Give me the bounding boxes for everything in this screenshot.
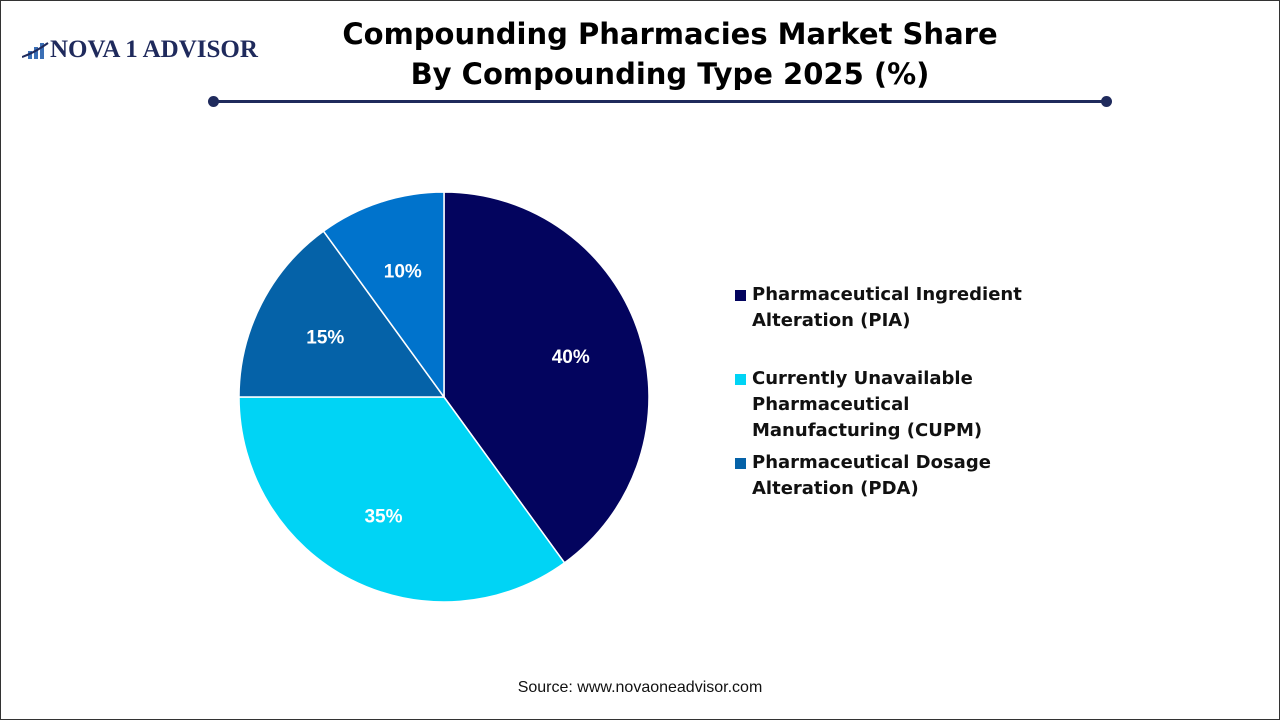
legend-swatch	[735, 458, 746, 469]
pie-slice	[322, 191, 445, 400]
logo-chart-icon	[22, 42, 49, 59]
legend-item: Pharmaceutical Dosage Alteration (PDA)	[735, 450, 1092, 502]
data-label: 35%	[364, 507, 402, 528]
legend-item: Pharmaceutical Ingredient Alteration (PI…	[735, 282, 1092, 334]
legend-swatch	[735, 374, 746, 385]
chart-title: Compounding Pharmacies Market Share By Co…	[342, 17, 998, 91]
legend-swatch	[735, 290, 746, 301]
pie-slice	[238, 230, 446, 398]
data-label: 15%	[306, 328, 344, 349]
pie-slice	[443, 191, 650, 564]
title-rule	[213, 100, 1107, 103]
legend-item: Currently Unavailable Pharmaceutical Man…	[735, 366, 1092, 444]
pie-slice	[238, 396, 566, 603]
rule-dot-left	[208, 96, 219, 107]
rule-dot-right	[1101, 96, 1112, 107]
logo: NOVA 1 ADVISOR	[22, 36, 258, 64]
data-label: 40%	[552, 347, 590, 368]
logo-text: NOVA 1 ADVISOR	[50, 36, 258, 63]
data-label: 10%	[384, 261, 422, 282]
legend: Pharmaceutical Ingredient Alteration (PI…	[735, 282, 1092, 502]
source-note: Source: www.novaoneadvisor.com	[517, 679, 763, 696]
